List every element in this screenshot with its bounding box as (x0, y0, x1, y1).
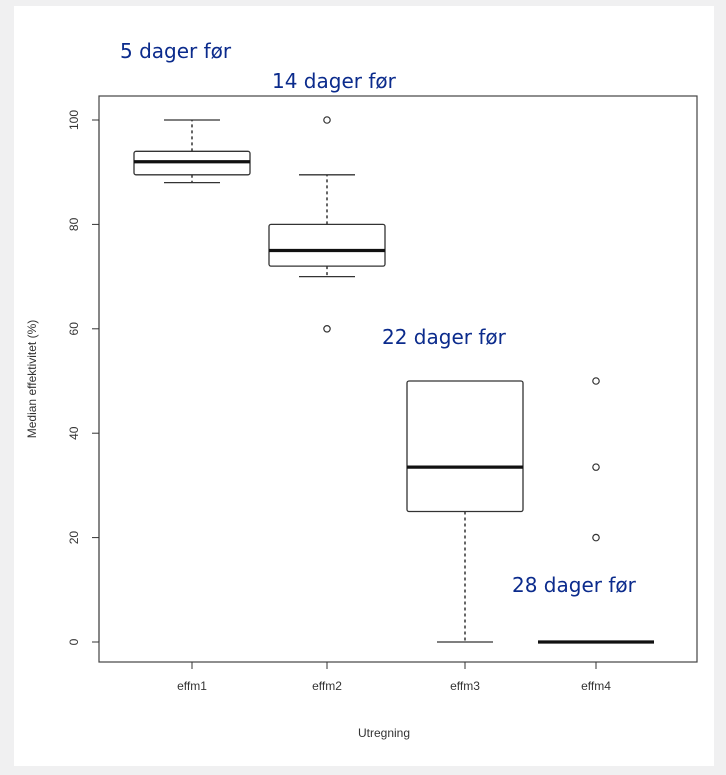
outlier-effm4-1 (592, 463, 600, 471)
box-effm4 (538, 377, 654, 644)
y-axis-label: Median effektivitet (%) (25, 320, 39, 439)
box-effm2 (268, 116, 386, 333)
x-axis-label: Utregning (358, 726, 410, 740)
box-body-effm2 (268, 223, 386, 267)
y-tick-label-80: 80 (67, 217, 81, 231)
y-axis: 0 20 40 60 80 100 (67, 110, 100, 645)
outlier-effm4-0 (592, 377, 600, 385)
x-tick-label-effm1: effm1 (177, 679, 207, 693)
outlier-effm2-1 (323, 324, 331, 333)
box-effm3 (406, 380, 524, 643)
y-tick-label-0: 0 (67, 638, 81, 645)
x-tick-label-effm2: effm2 (312, 679, 342, 693)
x-axis: effm1 effm2 effm3 effm4 (177, 662, 611, 693)
y-tick-label-60: 60 (67, 322, 81, 336)
annotation-effm1: 5 dager før (120, 39, 232, 63)
boxplot-chart: 0 20 40 60 80 100 effm1 effm2 effm3 effm4 Utregn… (25, 39, 698, 740)
box-body-effm3 (406, 380, 524, 513)
y-tick-label-100: 100 (67, 110, 81, 130)
x-tick-label-effm4: effm4 (581, 679, 611, 693)
outlier-effm4-2 (592, 533, 600, 542)
y-tick-label-20: 20 (67, 531, 81, 545)
annotation-effm3: 22 dager før (382, 325, 507, 349)
annotation-effm4: 28 dager før (512, 573, 637, 597)
x-tick-label-effm3: effm3 (450, 679, 480, 693)
box-effm1 (133, 119, 251, 184)
outlier-effm2-0 (323, 116, 331, 124)
boxes (133, 116, 654, 644)
chart-panel: 0 20 40 60 80 100 effm1 effm2 effm3 effm4 Utregn… (14, 6, 714, 766)
annotation-effm2: 14 dager før (272, 69, 397, 93)
y-tick-label-40: 40 (67, 426, 81, 440)
